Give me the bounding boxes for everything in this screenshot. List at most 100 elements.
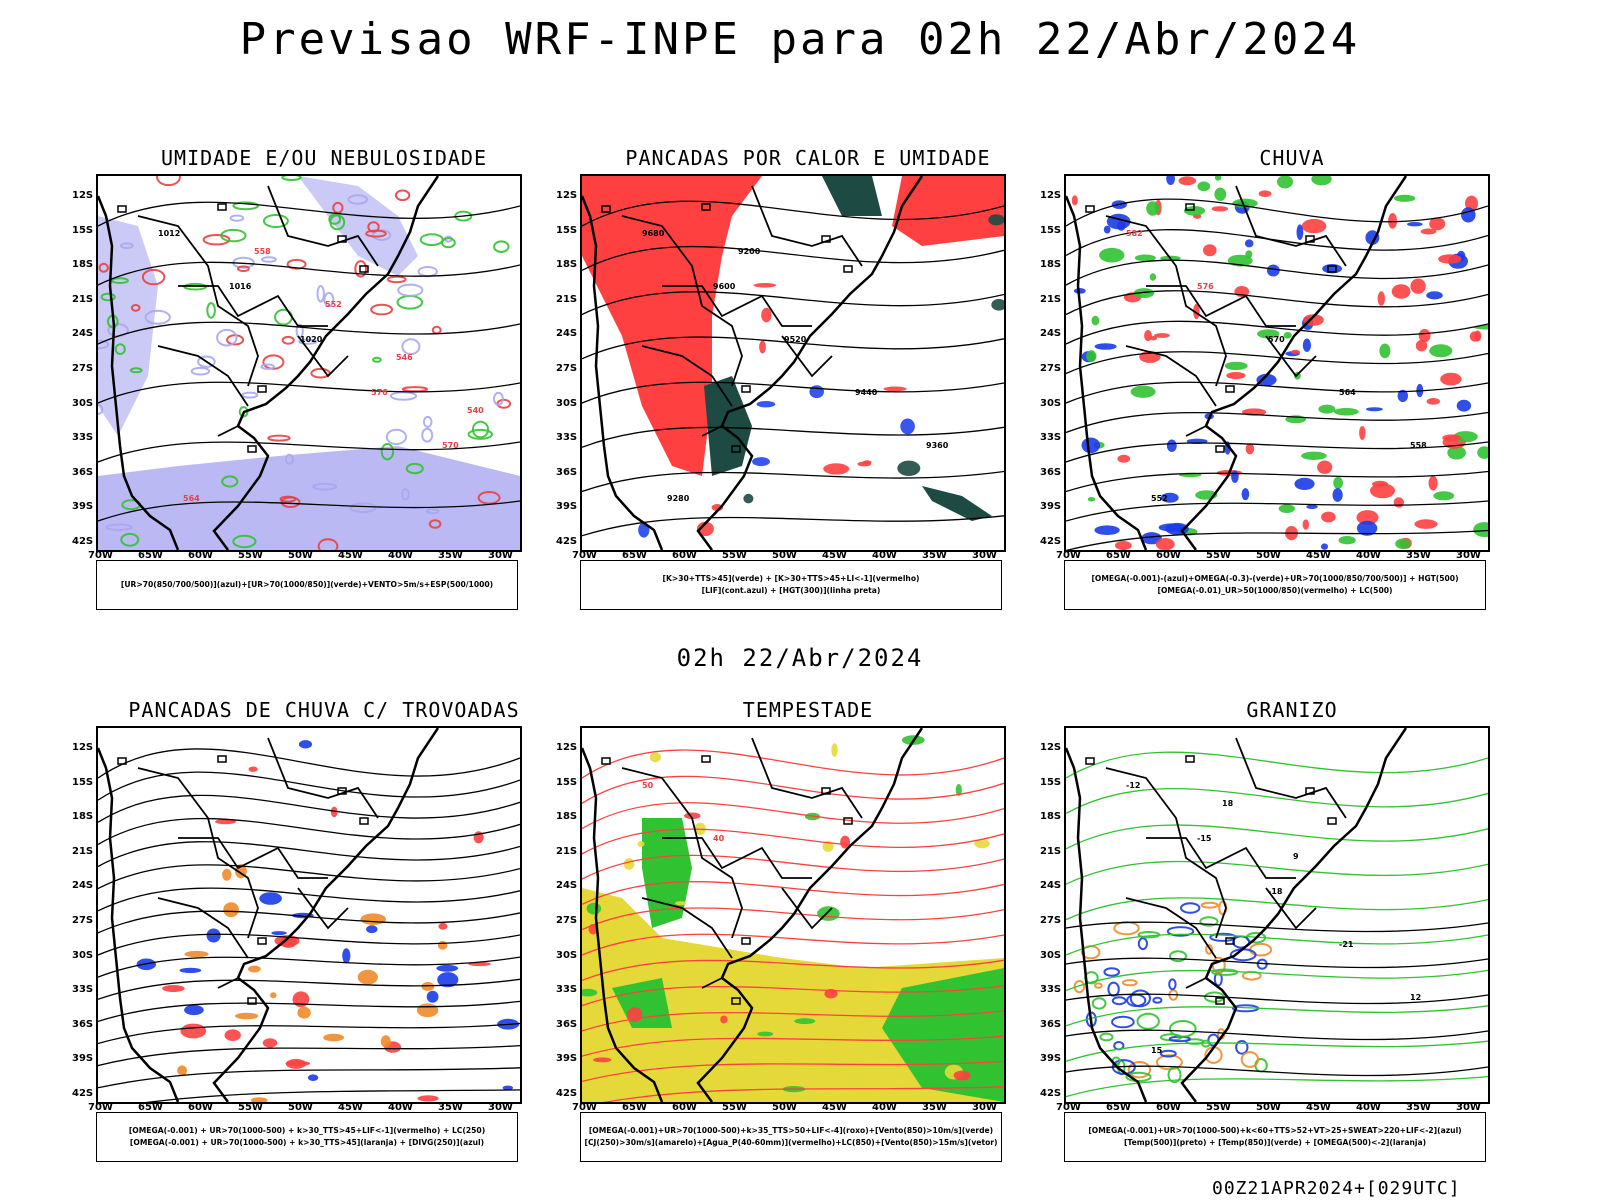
field-blob bbox=[223, 902, 239, 918]
field-blob bbox=[1094, 343, 1117, 350]
lat-tick-label: 24S bbox=[556, 880, 578, 892]
state-border bbox=[641, 345, 733, 407]
field-blob bbox=[1283, 332, 1292, 339]
contour-line bbox=[582, 907, 1004, 931]
field-blob bbox=[385, 428, 407, 446]
lat-tick-label: 27S bbox=[556, 915, 578, 926]
contour-label: 564 bbox=[183, 494, 200, 503]
field-blob bbox=[441, 237, 456, 249]
panel-title: PANCADAS POR CALOR E UMIDADE bbox=[625, 146, 991, 170]
lat-tick-label: 21S bbox=[1040, 293, 1062, 305]
field-blob bbox=[1114, 540, 1132, 550]
field-blob bbox=[1244, 239, 1254, 248]
lon-tick-label: 50W bbox=[1256, 1102, 1281, 1113]
lon-tick-label: 65W bbox=[1106, 1102, 1131, 1113]
contour-label: 9600 bbox=[713, 282, 736, 291]
field-blob bbox=[354, 260, 368, 278]
field-blob bbox=[1094, 982, 1103, 989]
panel-title: GRANIZO bbox=[1246, 698, 1338, 722]
field-blob bbox=[1302, 519, 1309, 530]
map-pancadas-calor: 9680 9600 9520 9440 9360 9280 9200 bbox=[580, 174, 1006, 552]
field-blob bbox=[1433, 491, 1455, 501]
field-blob bbox=[220, 228, 247, 243]
field-blob bbox=[401, 338, 421, 356]
field-blob bbox=[1073, 288, 1086, 294]
lat-tick-label: 12S bbox=[556, 190, 578, 201]
field-blob bbox=[1166, 176, 1175, 185]
field-blob bbox=[988, 214, 1004, 226]
contour-line bbox=[98, 978, 520, 1000]
lon-tick-label: 60W bbox=[672, 1102, 697, 1113]
field-blob bbox=[130, 304, 141, 312]
field-blob bbox=[1211, 206, 1228, 212]
field-blob bbox=[1301, 218, 1327, 234]
state-border bbox=[267, 737, 379, 819]
legend-line-1: [OMEGA(-0.001)-(azul)+OMEGA(-0.3)-(verde… bbox=[1091, 574, 1459, 583]
lake-outline bbox=[117, 757, 127, 765]
lake-outline bbox=[1085, 757, 1095, 765]
state-border bbox=[137, 767, 259, 939]
lon-tick-label: 60W bbox=[1156, 1102, 1181, 1113]
field-blob bbox=[1099, 1032, 1114, 1042]
map-svg: -12 -15 -18 -21 12 15 18 9 bbox=[1066, 728, 1488, 1102]
contour-label: 9520 bbox=[784, 335, 807, 344]
map-granizo: -12 -15 -18 -21 12 15 18 9 bbox=[1064, 726, 1490, 1104]
lon-tick-label: 70W bbox=[88, 1102, 113, 1113]
field-blob bbox=[156, 176, 181, 187]
state-border bbox=[137, 215, 259, 387]
contour-line bbox=[98, 887, 520, 912]
lat-tick-label: 27S bbox=[72, 363, 94, 374]
lake-outline bbox=[741, 937, 751, 945]
map-layer: 9680 9600 9520 9440 9360 9280 9200 bbox=[582, 176, 1004, 550]
field-blob bbox=[323, 1033, 344, 1042]
temp-contour bbox=[1066, 1029, 1488, 1041]
state-border bbox=[1146, 285, 1296, 327]
shaded-field bbox=[98, 216, 158, 436]
field-blob bbox=[1477, 446, 1488, 459]
coastline bbox=[98, 176, 440, 550]
lake-outline bbox=[1225, 937, 1235, 945]
lake-outline bbox=[741, 385, 751, 393]
field-blob bbox=[1306, 504, 1318, 510]
field-blob bbox=[237, 265, 250, 272]
contour-line bbox=[1066, 897, 1488, 921]
field-blob bbox=[397, 283, 424, 297]
field-blob bbox=[1149, 273, 1157, 281]
run-label: 00Z21APR2024+[029UTC] bbox=[1212, 1178, 1461, 1199]
shaded-field bbox=[882, 968, 1004, 1102]
field-blob bbox=[752, 457, 770, 467]
field-blob bbox=[316, 285, 325, 303]
contour-label: 50 bbox=[642, 781, 654, 790]
contour-line bbox=[98, 261, 520, 286]
state-border bbox=[751, 737, 863, 819]
contour-line bbox=[1066, 290, 1488, 316]
lake-outline bbox=[359, 265, 369, 273]
contour-label: 1016 bbox=[229, 282, 252, 291]
contour-label: 18 bbox=[1222, 799, 1234, 808]
field-blob bbox=[1290, 349, 1301, 355]
temp-contour bbox=[1066, 957, 1488, 969]
field-blob bbox=[417, 1095, 439, 1102]
field-blob bbox=[823, 463, 850, 475]
lat-tick-label: 27S bbox=[1040, 915, 1062, 926]
state-border bbox=[781, 335, 833, 378]
field-blob bbox=[991, 299, 1004, 311]
field-blob bbox=[1429, 344, 1453, 358]
lon-tick-label: 55W bbox=[1206, 1102, 1231, 1113]
field-blob bbox=[831, 743, 838, 757]
lon-tick-label: 40W bbox=[388, 550, 413, 561]
lat-tick-label: 30S bbox=[72, 949, 94, 961]
contour-line bbox=[1066, 529, 1488, 550]
field-blob bbox=[111, 277, 129, 284]
lon-tick-label: 40W bbox=[872, 1102, 897, 1113]
legend-line-2: [LIF](cont.azul) + [HGT(300)](linha pret… bbox=[701, 586, 881, 595]
field-blob bbox=[98, 404, 104, 415]
lon-tick-label: 70W bbox=[1056, 550, 1081, 561]
lon-tick-label: 35W bbox=[438, 1102, 463, 1113]
field-blob bbox=[232, 201, 259, 211]
field-blob bbox=[386, 275, 407, 284]
field-blob bbox=[285, 1060, 311, 1067]
map-layer: 1012 1016 1020 576 570 564 558 552 546 540 bbox=[98, 176, 520, 550]
field-blob bbox=[416, 1003, 439, 1018]
field-blob bbox=[1091, 997, 1107, 1010]
